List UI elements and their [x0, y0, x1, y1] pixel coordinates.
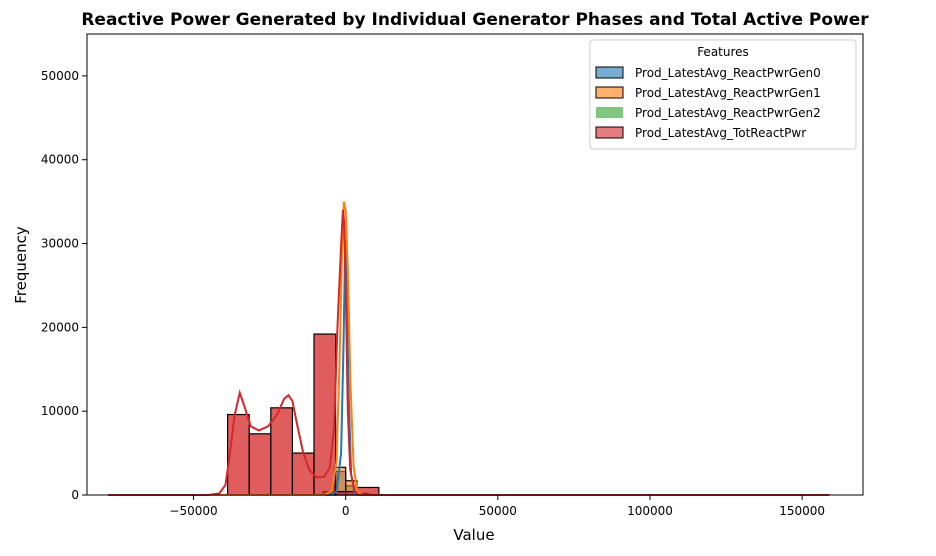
y-tick-label: 0 [71, 488, 79, 502]
legend-swatch [596, 107, 623, 118]
kde-line [108, 209, 830, 496]
y-tick-label: 50000 [41, 69, 79, 83]
y-tick-label: 40000 [41, 153, 79, 167]
histogram-bar [248, 433, 272, 496]
legend-label: Prod_LatestAvg_ReactPwrGen2 [635, 106, 821, 120]
legend-label: Prod_LatestAvg_TotReactPwr [635, 126, 806, 140]
histogram-bar [291, 452, 315, 496]
x-tick-label: 100000 [627, 504, 673, 518]
legend-swatch [595, 66, 624, 79]
axes: −50000 0 50000 100000 150000 0 10000 20000 30000… [41, 33, 864, 518]
y-tick-label: 10000 [41, 404, 79, 418]
legend-title: Features [697, 45, 749, 59]
x-axis-label: Value [453, 526, 494, 544]
plot-frame [86, 33, 864, 496]
histogram-bar [226, 413, 250, 496]
legend-label: Prod_LatestAvg_ReactPwrGen0 [635, 66, 821, 80]
y-tick-label: 30000 [41, 237, 79, 251]
x-tick-label: −50000 [169, 504, 217, 518]
legend-label: Prod_LatestAvg_ReactPwrGen1 [635, 86, 821, 100]
histogram-bar [313, 333, 337, 496]
x-tick-label: 0 [342, 504, 350, 518]
legend-swatch [595, 86, 624, 99]
y-axis-label: Frequency [12, 226, 30, 304]
x-tick-label: 150000 [779, 504, 825, 518]
plot-area [108, 201, 830, 496]
legend-frame [589, 39, 857, 150]
kde-line [108, 239, 830, 496]
kde-line [108, 201, 830, 496]
legend-swatch [595, 126, 624, 139]
histogram-bar [270, 407, 294, 496]
legend[interactable]: Features Prod_LatestAvg_ReactPwrGen0 Prod… [589, 39, 857, 150]
y-tick-label: 20000 [41, 320, 79, 334]
chart-title: Reactive Power Generated by Individual G… [81, 10, 869, 30]
x-tick-label: 50000 [479, 504, 517, 518]
